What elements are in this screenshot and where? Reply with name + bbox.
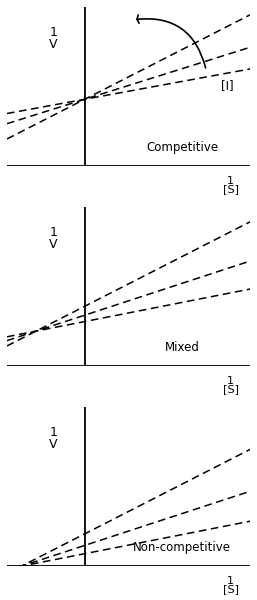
Text: 1
V: 1 V bbox=[49, 426, 57, 451]
Text: 1
[S]: 1 [S] bbox=[223, 376, 238, 394]
Text: Non-competitive: Non-competitive bbox=[133, 541, 231, 554]
Text: Competitive: Competitive bbox=[146, 140, 218, 154]
Text: Mixed: Mixed bbox=[164, 341, 199, 353]
Text: 1
V: 1 V bbox=[49, 26, 57, 50]
Text: 1
[S]: 1 [S] bbox=[223, 575, 238, 595]
Text: 1
V: 1 V bbox=[49, 226, 57, 251]
Text: [I]: [I] bbox=[221, 79, 234, 92]
Text: 1
[S]: 1 [S] bbox=[223, 176, 238, 194]
